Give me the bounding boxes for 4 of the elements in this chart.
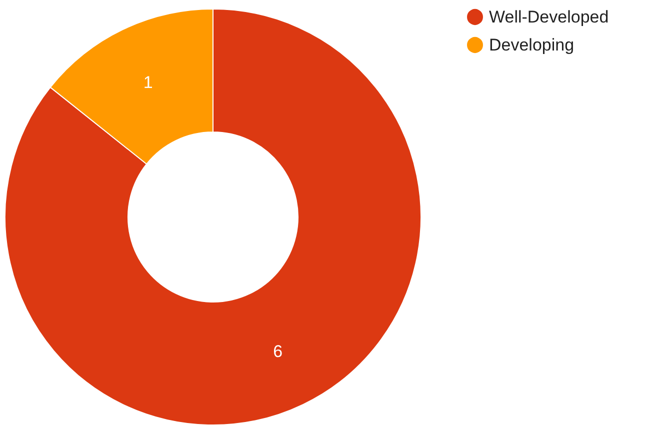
data-label: 1	[143, 72, 153, 92]
legend-label: Developing	[489, 36, 574, 54]
legend-label: Well-Developed	[489, 8, 609, 26]
data-label: 6	[273, 342, 283, 362]
